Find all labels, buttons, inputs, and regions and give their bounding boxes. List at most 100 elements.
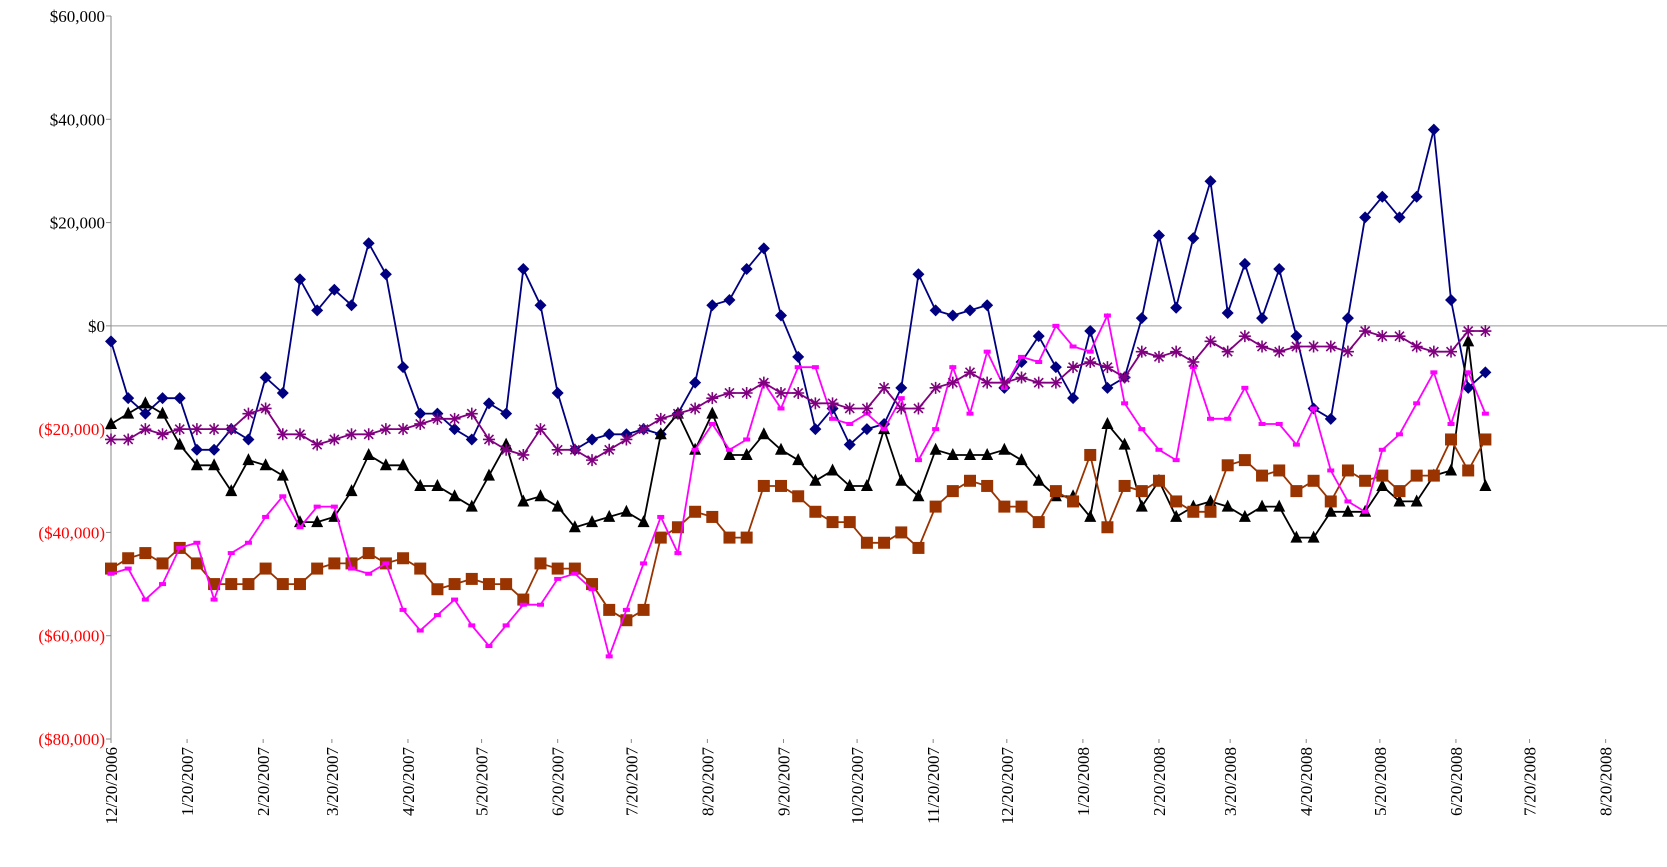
marker	[311, 438, 324, 451]
marker	[654, 531, 667, 544]
marker	[1273, 499, 1286, 512]
marker	[482, 433, 495, 446]
marker	[775, 386, 788, 399]
marker	[981, 447, 994, 460]
marker	[1290, 330, 1303, 343]
marker	[1204, 505, 1217, 518]
marker	[1479, 366, 1492, 379]
marker	[706, 392, 719, 405]
marker	[740, 447, 753, 460]
marker	[1118, 371, 1131, 384]
marker	[1224, 416, 1232, 421]
y-tick-label: $40,000	[50, 110, 105, 129]
marker	[414, 407, 427, 420]
x-tick-label: 3/20/2008	[1221, 747, 1240, 816]
marker	[843, 478, 856, 491]
marker	[1049, 485, 1062, 498]
marker	[1273, 464, 1286, 477]
marker	[929, 442, 942, 455]
series	[105, 123, 1492, 456]
marker	[1018, 354, 1026, 359]
marker	[190, 423, 203, 436]
marker	[880, 427, 888, 432]
marker	[792, 490, 805, 503]
marker	[345, 428, 358, 441]
marker	[1032, 473, 1045, 486]
marker	[1410, 469, 1423, 482]
marker	[568, 520, 581, 533]
marker	[448, 578, 461, 591]
marker	[1479, 433, 1492, 446]
marker	[139, 407, 152, 420]
marker	[141, 597, 149, 602]
marker	[1376, 469, 1389, 482]
x-tick-label: 11/20/2007	[924, 747, 943, 824]
marker	[382, 561, 390, 566]
x-tick-label: 9/20/2007	[774, 747, 793, 816]
marker	[981, 299, 994, 312]
marker	[379, 268, 392, 281]
y-tick-label: ($40,000)	[38, 523, 105, 542]
x-tick-label: 1/20/2007	[178, 747, 197, 816]
marker	[156, 406, 169, 419]
marker	[348, 566, 356, 571]
marker	[519, 602, 527, 607]
marker	[517, 448, 530, 461]
x-tick-label: 7/20/2008	[1521, 747, 1540, 816]
marker	[448, 423, 461, 436]
marker	[482, 397, 495, 410]
marker	[534, 489, 547, 502]
marker	[637, 603, 650, 616]
marker	[1324, 504, 1337, 517]
marker	[122, 433, 135, 446]
marker	[1207, 416, 1215, 421]
marker	[551, 443, 564, 456]
marker	[448, 489, 461, 502]
marker	[1084, 509, 1097, 522]
marker	[1032, 516, 1045, 529]
marker	[1359, 325, 1372, 338]
marker	[568, 562, 581, 575]
x-tick-label: 4/20/2007	[399, 747, 418, 816]
marker	[1238, 257, 1251, 270]
marker	[156, 428, 169, 441]
marker	[740, 263, 753, 276]
marker	[1307, 474, 1320, 487]
x-tick-label: 10/20/2007	[848, 747, 867, 825]
marker	[311, 304, 324, 317]
y-tick-label: ($80,000)	[38, 730, 105, 749]
marker	[1103, 313, 1111, 318]
marker	[176, 545, 184, 550]
marker	[637, 423, 650, 436]
marker	[500, 407, 513, 420]
marker	[912, 268, 925, 281]
marker	[777, 406, 785, 411]
marker	[311, 562, 324, 575]
marker	[809, 423, 822, 436]
marker	[362, 547, 375, 560]
marker	[1290, 340, 1303, 353]
marker	[517, 494, 530, 507]
marker	[1341, 504, 1354, 517]
marker	[725, 447, 733, 452]
marker	[1238, 454, 1251, 467]
marker	[1275, 421, 1283, 426]
marker	[792, 350, 805, 363]
marker	[1138, 427, 1146, 432]
marker	[225, 423, 238, 436]
y-tick-label: ($60,000)	[38, 627, 105, 646]
marker	[603, 428, 616, 441]
y-tick-label: $60,000	[50, 7, 105, 26]
marker	[156, 392, 169, 405]
marker	[1170, 509, 1183, 522]
marker	[414, 478, 427, 491]
marker	[878, 381, 891, 394]
marker	[105, 562, 117, 575]
marker	[1256, 312, 1269, 325]
marker	[843, 438, 856, 451]
marker	[1152, 229, 1165, 242]
marker	[259, 402, 272, 415]
marker	[313, 504, 321, 509]
marker	[826, 463, 839, 476]
